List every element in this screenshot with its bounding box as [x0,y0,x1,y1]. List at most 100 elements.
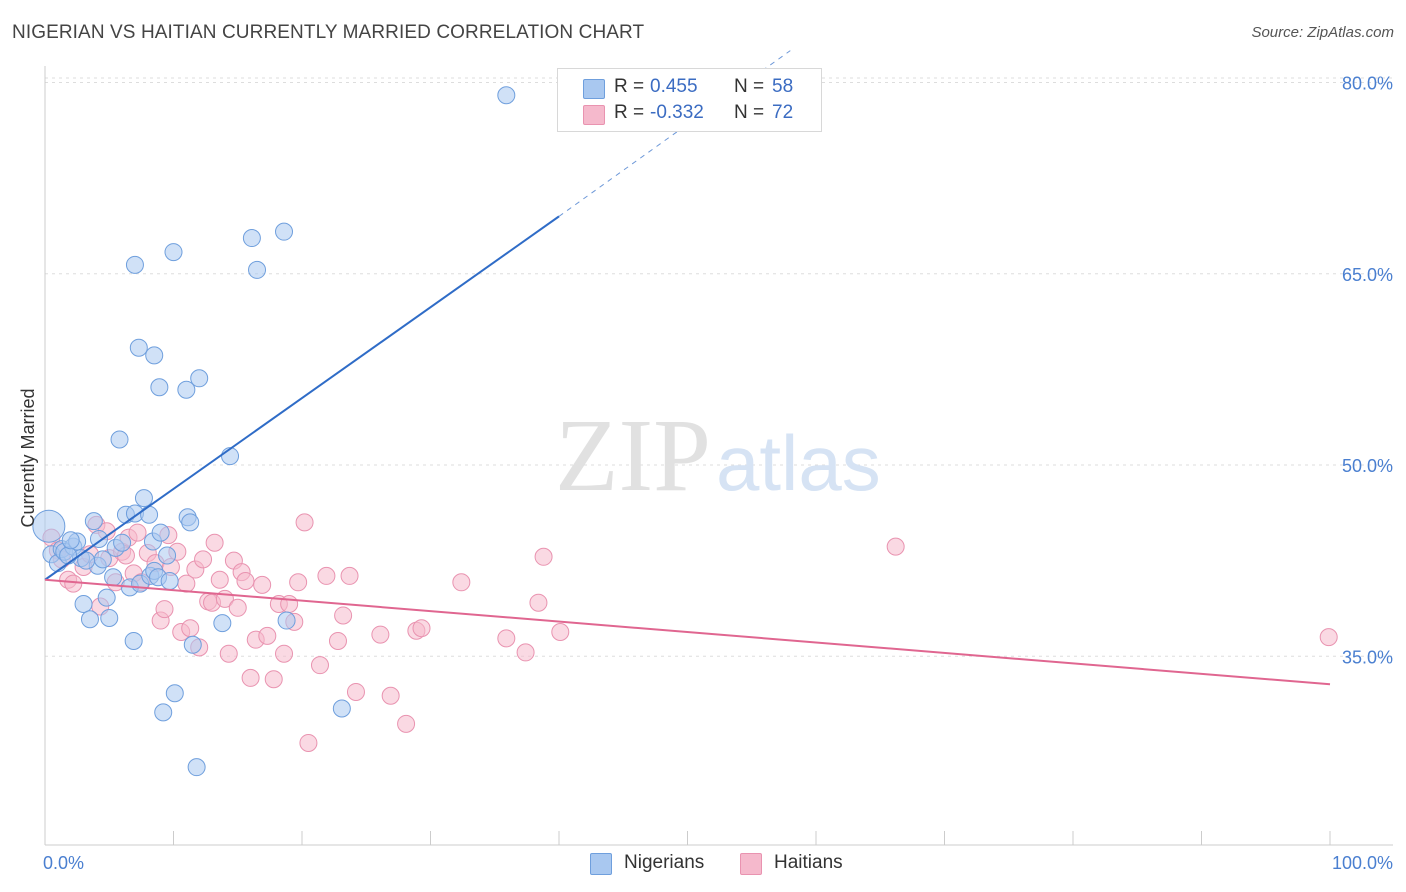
y-axis-label: Currently Married [18,388,38,527]
haitian-point [205,533,224,552]
haitian-point [412,619,431,638]
series-swatch-haitians [740,853,762,875]
chart-source: Source: ZipAtlas.com [1251,24,1394,41]
haitian-point [328,631,347,650]
haitian-point [219,644,238,663]
haitian-point [228,598,247,617]
x-tick-label-max: 100.0% [1332,853,1393,873]
haitian-point [295,513,314,532]
watermark-atlas: atlas [716,419,881,507]
haitian-point [289,573,308,592]
nigerian-point [74,594,93,613]
haitian-point [317,566,336,585]
legend-n-value: 58 [772,76,794,97]
axis-layer [44,66,1393,846]
haitian-point [280,594,299,613]
y-tick-label: 80.0% [1342,74,1393,94]
nigerian-point [165,684,184,703]
nigerian-point [134,489,153,508]
haitian-point [397,714,416,733]
nigerian-trend-extension [558,50,791,217]
legend-swatch-nigerians [583,79,605,99]
nigerian-point [124,631,143,650]
haitian-point [381,686,400,705]
nigerian-point [164,243,183,262]
nigerian-point [213,614,232,633]
nigerian-point [32,509,66,543]
nigerian-point [110,430,129,449]
haitian-point [64,574,83,593]
haitian-point [258,626,277,645]
haitian-point [236,572,255,591]
haitian-point [299,733,318,752]
nigerian-point [61,531,80,550]
y-tick-label: 35.0% [1342,647,1393,667]
haitian-point [241,668,260,687]
nigerian-point [190,369,209,388]
haitian-point [181,619,200,638]
nigerian-point [183,635,202,654]
series-label-haitians: Haitians [774,852,843,873]
watermark-zip: ZIP [555,398,711,513]
legend-n-value: 72 [772,102,794,123]
haitian-point [551,623,570,642]
nigerian-point [100,609,119,627]
nigerian-point [158,546,177,565]
watermark: ZIP atlas [555,398,881,513]
series-swatch-nigerians [590,853,612,875]
haitian-point [155,600,174,619]
nigerian-point [242,229,261,248]
tick-labels: 35.0% 50.0% 65.0% 80.0% 0.0% 100.0% [43,74,1393,874]
nigerian-point [275,222,294,241]
haitian-point [253,575,272,594]
y-tick-label: 50.0% [1342,456,1393,476]
haitian-point [194,550,213,569]
haitian-point [516,643,535,662]
x-tick-label-min: 0.0% [43,853,84,873]
nigerian-point [80,610,99,629]
haitian-trend-line [44,578,1331,686]
nigerian-point [181,513,200,532]
legend-n-label: N = [734,102,765,123]
haitian-point [334,606,353,625]
haitian-point [210,570,229,589]
haitian-point [310,656,329,675]
nigerian-point [59,546,78,565]
legend-r-value: -0.332 [650,102,704,123]
haitian-point [340,566,359,585]
nigerian-point [248,260,267,279]
nigerian-point [129,338,148,357]
haitian-point [275,644,294,663]
haitian-point [529,593,548,612]
haitian-point [452,573,471,592]
nigerian-point [145,346,164,365]
nigerian-point [84,512,103,531]
haitian-point [128,523,147,542]
nigerian-point [104,568,123,587]
haitian-point [497,629,516,648]
haitian-point [534,547,553,566]
chart-title: NIGERIAN VS HAITIAN CURRENTLY MARRIED CO… [12,22,645,43]
nigerian-point [332,699,351,718]
nigerian-point [277,611,296,630]
nigerian-point [97,588,116,607]
nigerian-point [125,255,144,274]
legend-r-value: 0.455 [650,76,698,97]
haitian-point [264,670,283,689]
nigerian-point [151,523,170,542]
nigerian-point [177,380,196,399]
legend-swatch-haitians [583,105,605,125]
legend-r-label: R = [614,102,645,123]
haitian-point [346,682,365,701]
series-label-nigerians: Nigerians [624,852,705,873]
nigerian-trend-line [44,215,560,581]
nigerian-point [187,758,206,777]
nigerian-point [77,551,96,570]
nigerian-points [32,86,516,777]
legend-n-label: N = [734,76,765,97]
trend-layer [44,50,1331,686]
legend-r-label: R = [614,76,645,97]
correlation-legend: R = 0.455 N = 58 R = -0.332 N = 72 [557,68,822,132]
nigerian-point [113,533,132,552]
